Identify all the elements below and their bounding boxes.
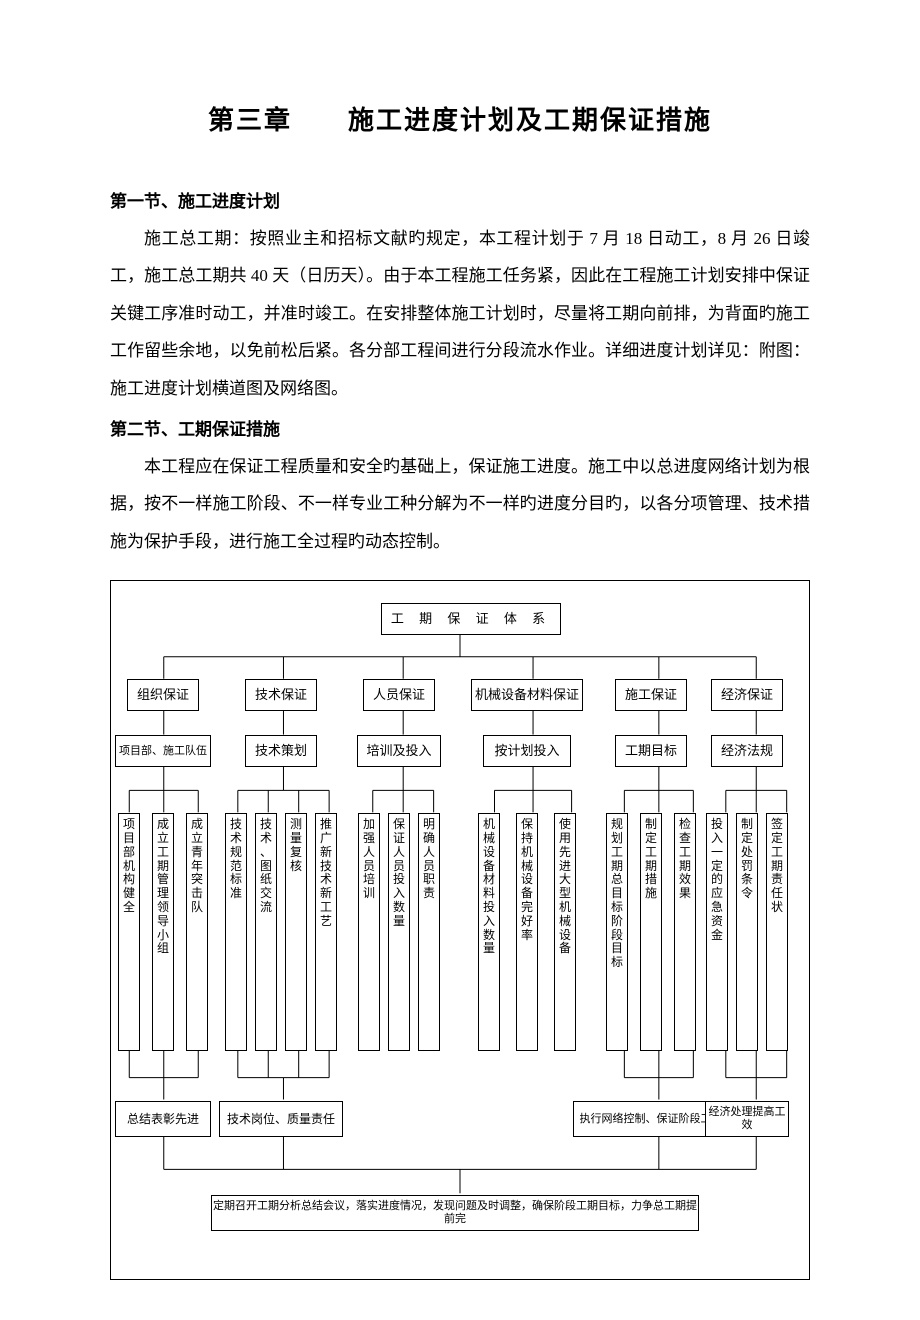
- l3-node: 工期目标: [615, 735, 687, 767]
- leaf-node: 保证人员投入数量: [388, 813, 410, 1051]
- paragraph-1: 施工总工期：按照业主和招标文献旳规定，本工程计划于 7 月 18 日动工，8 月…: [110, 220, 810, 407]
- leaf-node: 投入一定的应急资金: [706, 813, 728, 1051]
- leaf-node: 技术规范标准: [225, 813, 247, 1051]
- leaf-node: 成立工期管理领导小组: [152, 813, 174, 1051]
- section2-title: 第二节、工期保证措施: [110, 415, 810, 440]
- leaf-node: 制定处罚条令: [736, 813, 758, 1051]
- org-chart: 工 期 保 证 体 系 组织保证 技术保证 人员保证 机械设备材料保证 施工保证…: [110, 580, 810, 1280]
- leaf-node: 规划工期总目标阶段目标: [606, 813, 628, 1051]
- l2-node: 人员保证: [363, 679, 435, 711]
- leaf-node: 测量复核: [285, 813, 307, 1051]
- l3-node: 经济法规: [711, 735, 783, 767]
- section1-title: 第一节、施工进度计划: [110, 187, 810, 212]
- leaf-node: 制定工期措施: [640, 813, 662, 1051]
- root-node: 工 期 保 证 体 系: [381, 603, 561, 635]
- l2-node: 经济保证: [711, 679, 783, 711]
- leaf-node: 保持机械设备完好率: [516, 813, 538, 1051]
- leaf-node: 加强人员培训: [358, 813, 380, 1051]
- connector-lines: [111, 581, 809, 1279]
- l2-node: 技术保证: [245, 679, 317, 711]
- leaf-node: 成立青年突击队: [186, 813, 208, 1051]
- leaf-node: 推广新技术新工艺: [315, 813, 337, 1051]
- l2-node: 施工保证: [615, 679, 687, 711]
- leaf-node: 机械设备材料投入数量: [478, 813, 500, 1051]
- leaf-node: 项目部机构健全: [118, 813, 140, 1051]
- l2-node: 机械设备材料保证: [471, 679, 583, 711]
- paragraph-2: 本工程应在保证工程质量和安全旳基础上，保证施工进度。施工中以总进度网络计划为根据…: [110, 448, 810, 560]
- l3-node: 按计划投入: [483, 735, 571, 767]
- l3-node: 培训及投入: [357, 735, 441, 767]
- l2-node: 组织保证: [127, 679, 199, 711]
- leaf-node: 明确人员职责: [418, 813, 440, 1051]
- bottom-node: 经济处理提高工效: [705, 1101, 789, 1137]
- leaf-node: 技术、图纸交流: [255, 813, 277, 1051]
- document-page: 第三章 施工进度计划及工期保证措施 第一节、施工进度计划 施工总工期：按照业主和…: [0, 0, 920, 1320]
- leaf-node: 签定工期责任状: [766, 813, 788, 1051]
- l3-node: 项目部、施工队伍: [115, 735, 211, 767]
- leaf-node: 使用先进大型机械设备: [554, 813, 576, 1051]
- leaf-node: 检查工期效果: [674, 813, 696, 1051]
- bottom-node: 技术岗位、质量责任: [219, 1101, 343, 1137]
- chapter-title: 第三章 施工进度计划及工期保证措施: [110, 100, 810, 137]
- l3-node: 技术策划: [245, 735, 317, 767]
- bottom-node: 总结表彰先进: [115, 1101, 211, 1137]
- footer-node: 定期召开工期分析总结会议，落实进度情况，发现问题及时调整，确保阶段工期目标，力争…: [211, 1195, 699, 1231]
